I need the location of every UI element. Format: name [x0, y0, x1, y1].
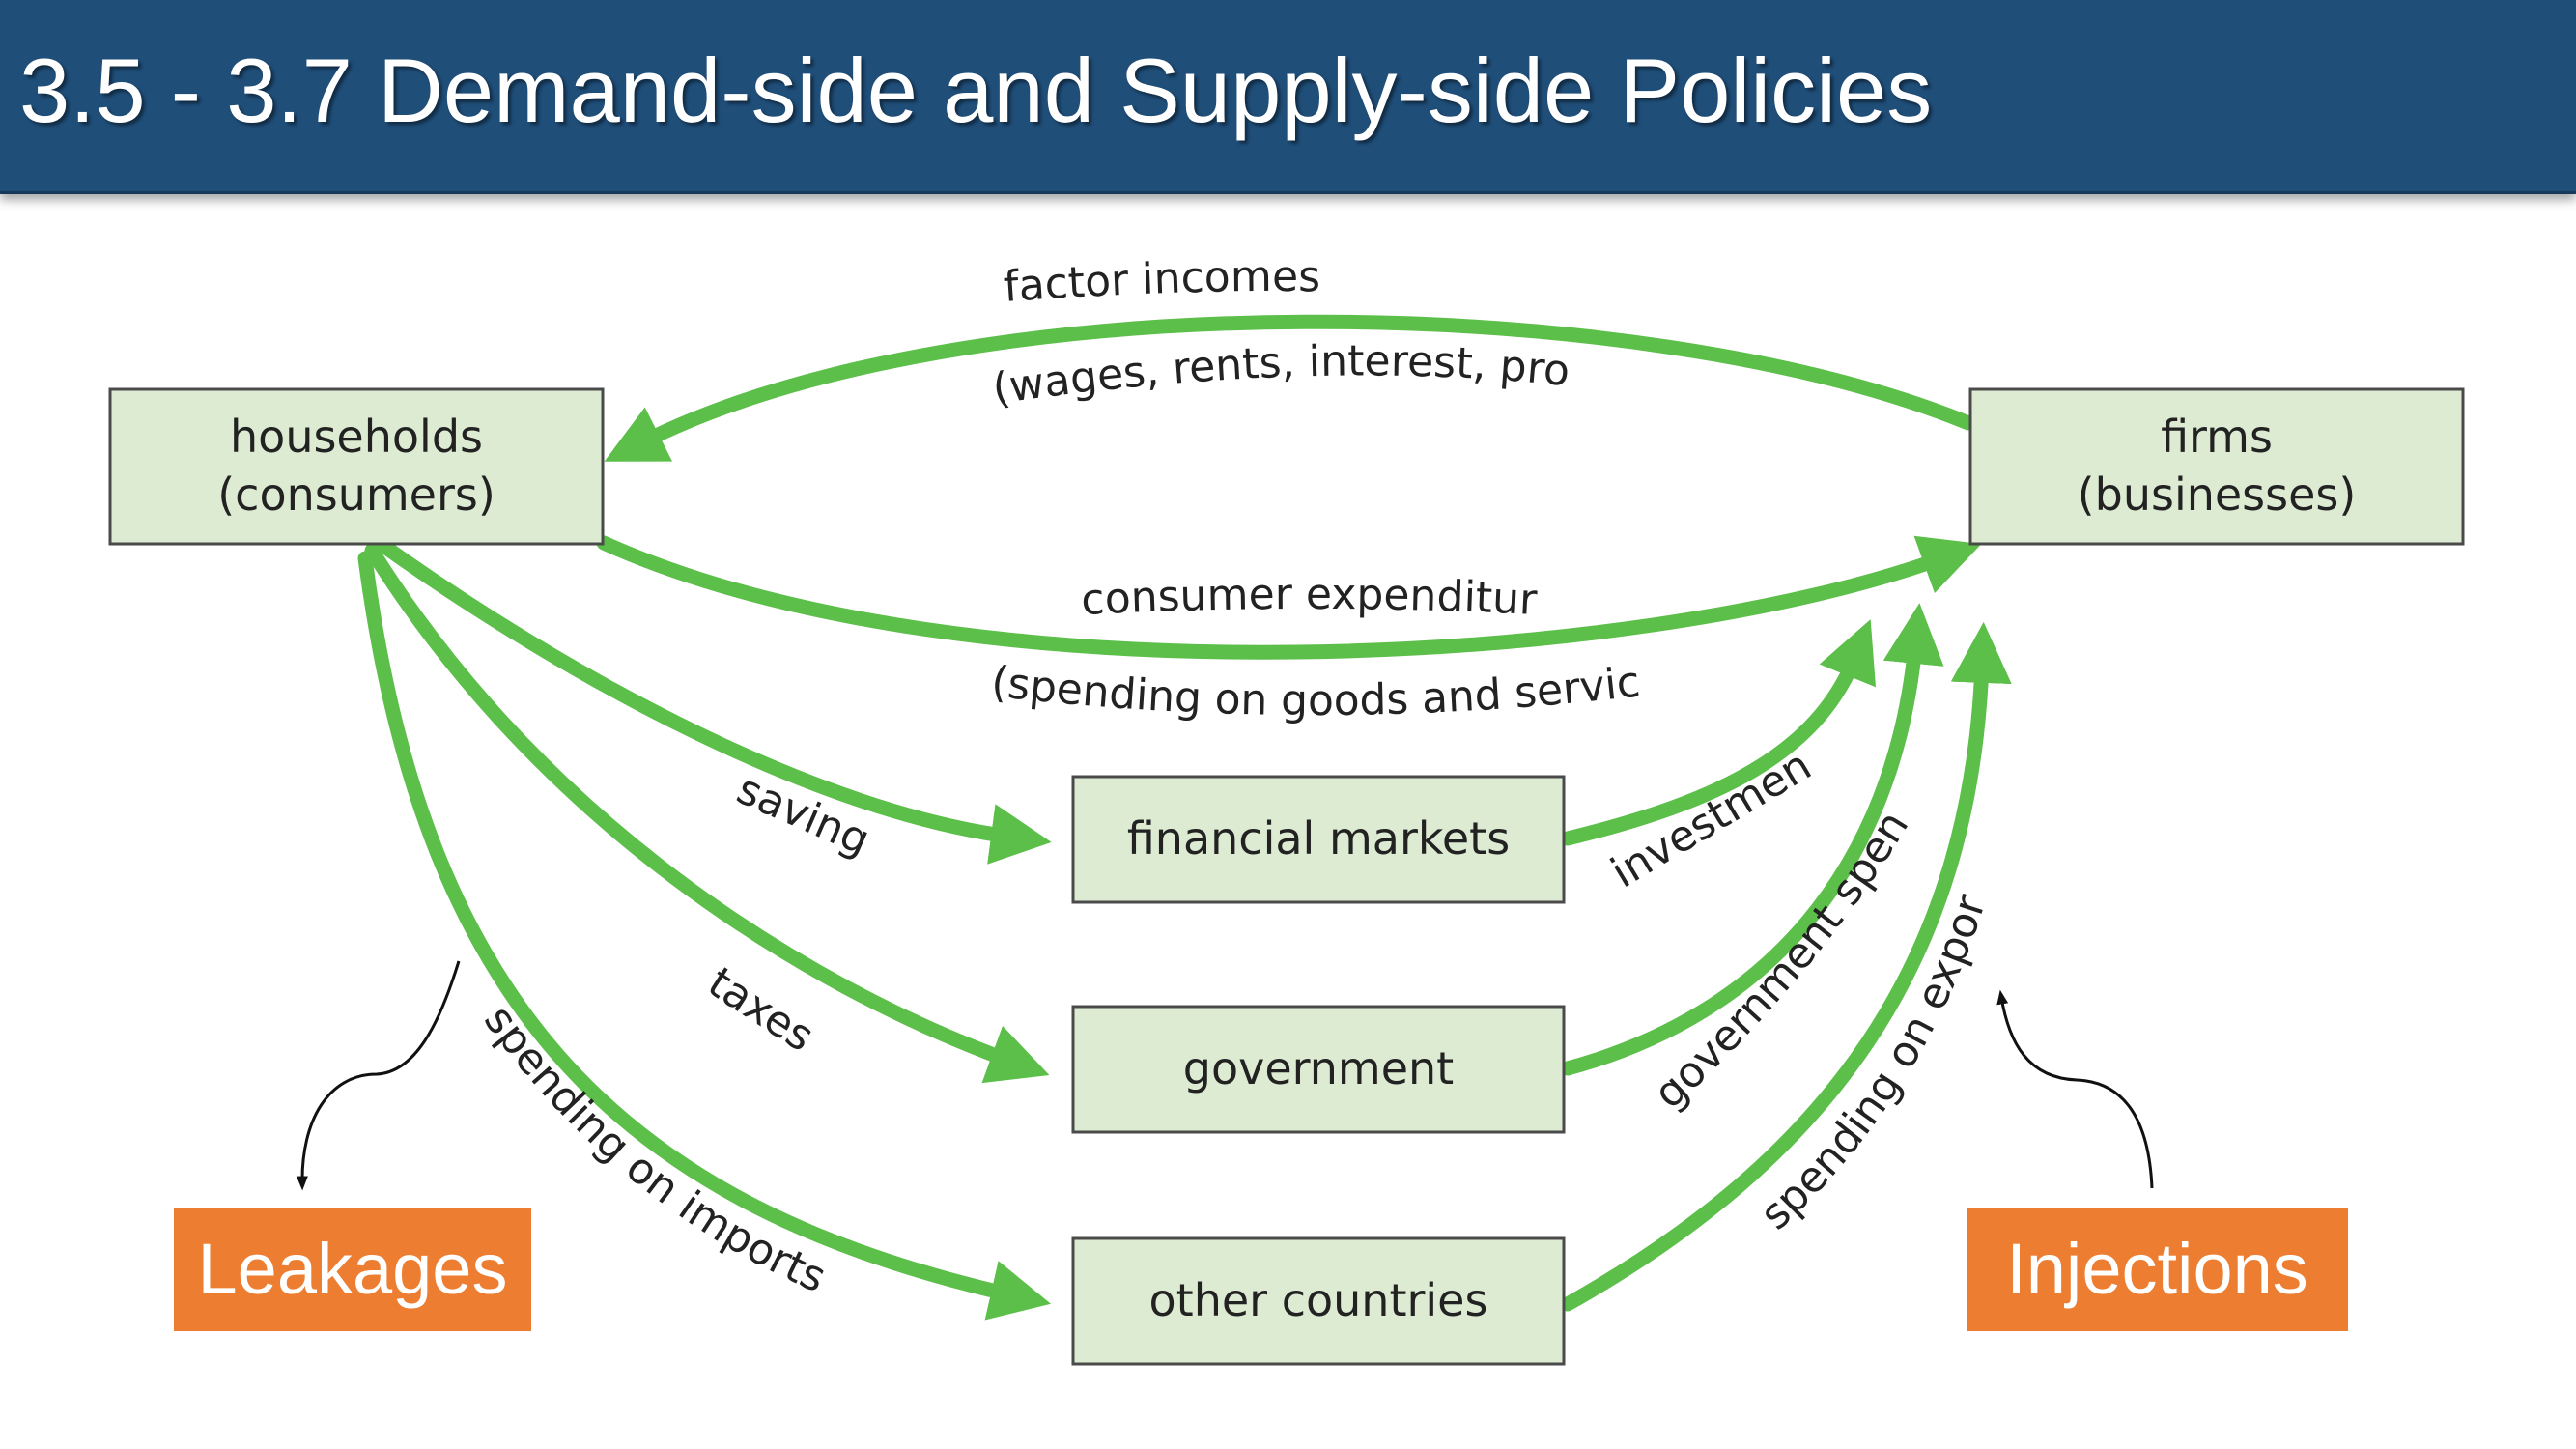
exports-arrow — [1560, 621, 2012, 1312]
factor-incomes-detail-label: (wages, rents, interest, profit) — [0, 0, 1572, 414]
taxes-label: taxes — [699, 957, 823, 1062]
other-countries-label: other countries — [1149, 1274, 1488, 1326]
firms-label: firms — [2161, 411, 2273, 463]
other-countries-box: other countries — [1071, 1236, 1566, 1366]
saving-arrow — [369, 533, 1052, 865]
government-spending-label: government spending — [0, 0, 1918, 1119]
investment-arrow — [1560, 619, 1877, 846]
consumer-expenditure-arrow — [596, 535, 1982, 660]
factor-incomes-arrow — [604, 314, 1976, 462]
firms-box: firms (businesses) — [1968, 387, 2465, 546]
leakages-callout: Leakages — [174, 1208, 531, 1331]
taxes-arrow — [364, 543, 1050, 1084]
households-label: households — [230, 411, 483, 463]
slide-title: 3.5 - 3.7 Demand-side and Supply-side Po… — [19, 40, 1933, 141]
firms-sublabel: (businesses) — [2078, 469, 2357, 521]
injections-callout: Injections — [1967, 1208, 2348, 1331]
government-box: government — [1071, 1005, 1566, 1134]
title-bar: 3.5 - 3.7 Demand-side and Supply-side Po… — [0, 0, 2576, 194]
injections-pointer — [1996, 989, 2154, 1189]
financial-markets-box: financial markets — [1071, 775, 1566, 904]
financial-markets-label: financial markets — [1127, 812, 1510, 865]
households-sublabel: (consumers) — [217, 469, 495, 521]
government-label: government — [1183, 1042, 1454, 1094]
imports-arrow — [357, 551, 1051, 1321]
factor-incomes-label: factor incomes — [1002, 252, 1320, 312]
government-spending-arrow — [1560, 603, 1944, 1076]
leakages-pointer — [296, 960, 461, 1191]
households-box: households (consumers) — [108, 387, 605, 546]
